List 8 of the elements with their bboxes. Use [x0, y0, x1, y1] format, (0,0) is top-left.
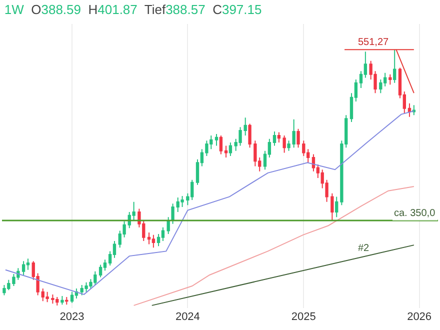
- chart-title: 1W O388.59 H401.87 Tief388.57 C397.15: [4, 2, 262, 18]
- x-tick-label: 2026: [407, 311, 432, 323]
- annotation: #2: [358, 243, 370, 254]
- x-tick-label: 2024: [175, 311, 200, 323]
- ref-line-label: ca. 350,0: [394, 208, 436, 219]
- x-tick-label: 2025: [291, 311, 316, 323]
- annotation: 551,27: [358, 37, 390, 48]
- x-tick-label: 2023: [60, 311, 84, 323]
